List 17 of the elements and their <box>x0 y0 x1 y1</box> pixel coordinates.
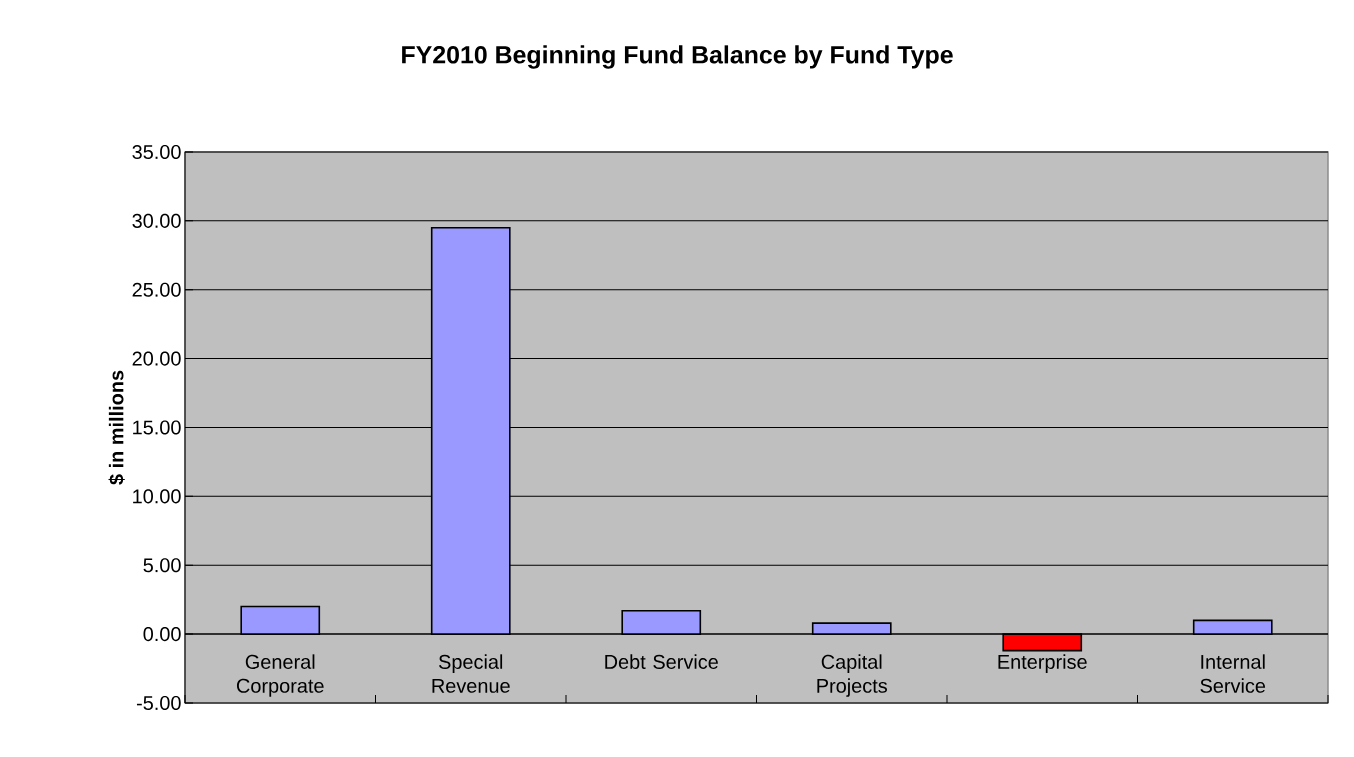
x-tick-label: Capital Projects <box>817 654 887 697</box>
x-tick-label: General Corporate <box>236 654 324 697</box>
y-tick-label: 15.00 <box>133 420 181 435</box>
x-tick-label: Debt Service <box>605 654 718 669</box>
y-tick-label: 35.00 <box>132 144 181 160</box>
y-axis-title: $ in millions <box>108 370 125 485</box>
y-tick-label: 5.00 <box>143 558 181 573</box>
x-tick-label: Internal Service <box>1200 654 1266 693</box>
y-tick-label: 25.00 <box>132 282 181 297</box>
y-tick-label: 30.00 <box>132 213 181 228</box>
y-tick-label: 0.00 <box>143 627 181 642</box>
x-tick-label: Special Revenue <box>432 654 510 693</box>
y-tick-label: 10.00 <box>133 489 181 504</box>
chart-title: FY2010 Beginning Fund Balance by Fund Type <box>402 45 953 69</box>
y-tick-label: -5.00 <box>136 695 181 711</box>
y-tick-label: 20.00 <box>132 351 181 366</box>
x-tick-label: Enterprise <box>998 654 1087 673</box>
